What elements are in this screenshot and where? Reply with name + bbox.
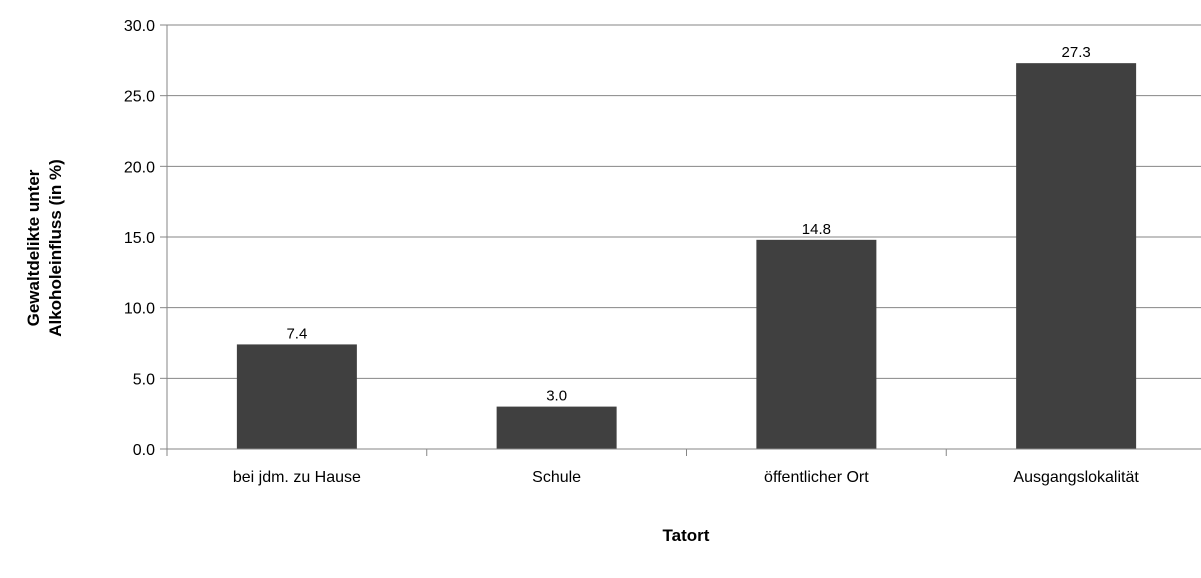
data-label: 3.0 xyxy=(546,388,567,405)
y-tick-label: 30.0 xyxy=(124,18,155,35)
x-tick-label: öffentlicher Ort xyxy=(764,469,869,486)
y-axis-title-line-1: Gewaltdelikte unter xyxy=(24,169,43,326)
data-label: 7.4 xyxy=(286,325,307,342)
y-tick-label: 15.0 xyxy=(124,230,155,247)
x-axis-title: Tatort xyxy=(663,526,710,545)
axes xyxy=(160,24,1201,456)
y-axis-title: Gewaltdelikte unter Alkoholeinfluss (in … xyxy=(24,159,65,337)
data-label: 27.3 xyxy=(1062,44,1091,61)
y-tick-label: 25.0 xyxy=(124,89,155,106)
bar xyxy=(756,239,877,449)
y-tick-label: 10.0 xyxy=(124,301,155,318)
x-tick-label: Ausgangslokalität xyxy=(1013,469,1139,486)
y-tick-label: 5.0 xyxy=(133,371,155,388)
bar xyxy=(236,344,357,449)
bar xyxy=(496,406,617,449)
y-tick-label: 20.0 xyxy=(124,159,155,176)
y-tick-label: 0.0 xyxy=(133,442,155,459)
labels: 0.0 5.0 10.0 15.0 20.0 25.0 30.0 7.4 bei jdm. zu… xyxy=(124,18,1140,486)
bar xyxy=(1016,63,1137,449)
bars xyxy=(236,63,1137,449)
x-tick-label: bei jdm. zu Hause xyxy=(233,469,361,486)
data-label: 14.8 xyxy=(802,221,831,238)
x-tick-label: Schule xyxy=(532,469,581,486)
y-axis-title-line-2: Alkoholeinfluss (in %) xyxy=(46,159,65,337)
